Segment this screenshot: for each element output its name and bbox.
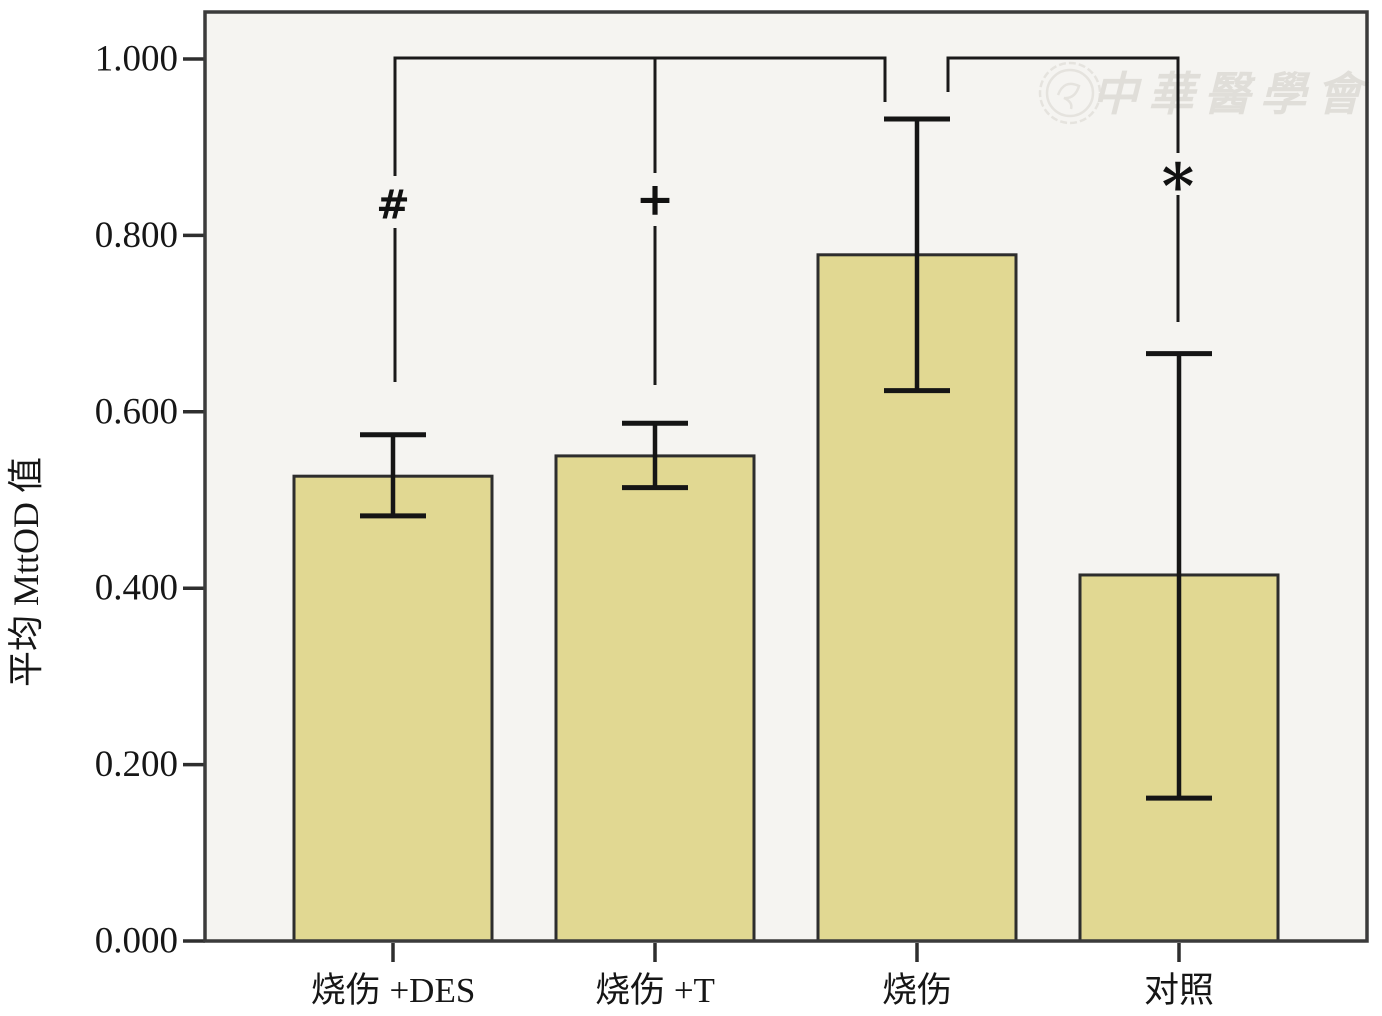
y-tick-label: 0.400 [95,568,178,609]
y-axis-title: 平均 MttOD 值 [6,457,46,687]
watermark: 中華醫學會 [1038,61,1372,125]
x-category-label-0: 烧伤 +DES [311,971,476,1010]
y-tick-label: 0.800 [95,215,178,256]
error-bars-layer [360,116,1212,801]
cma-seal-icon [1038,61,1102,125]
bracket-line-4 [946,56,1180,153]
significance-marker-2: * [1162,150,1194,223]
significance-marker-0: # [376,182,410,229]
x-category-label-1: 烧伤 +T [595,971,715,1010]
watermark-text: 中華醫學會 [1092,69,1372,120]
bars-layer [292,253,1280,943]
significance-marker-1: + [636,172,675,226]
bar-0 [292,474,494,943]
y-tick-label: 0.200 [95,744,178,785]
bar-1 [554,454,756,943]
x-axis: 烧伤 +DES 烧伤 +T 烧伤 对照 [311,943,1214,1010]
x-category-label-2: 烧伤 [882,971,952,1010]
y-tick-label: 1.000 [95,39,178,80]
y-tick-label: 0.000 [95,921,178,962]
significance-brackets: # + * [376,56,1194,385]
plot-frame [203,10,1369,943]
bracket-line-0 [393,56,887,176]
y-axis: 0.000 0.200 0.400 0.600 0.800 1.000 [95,39,205,962]
x-category-label-3: 对照 [1144,971,1214,1010]
y-tick-label: 0.600 [95,391,178,432]
